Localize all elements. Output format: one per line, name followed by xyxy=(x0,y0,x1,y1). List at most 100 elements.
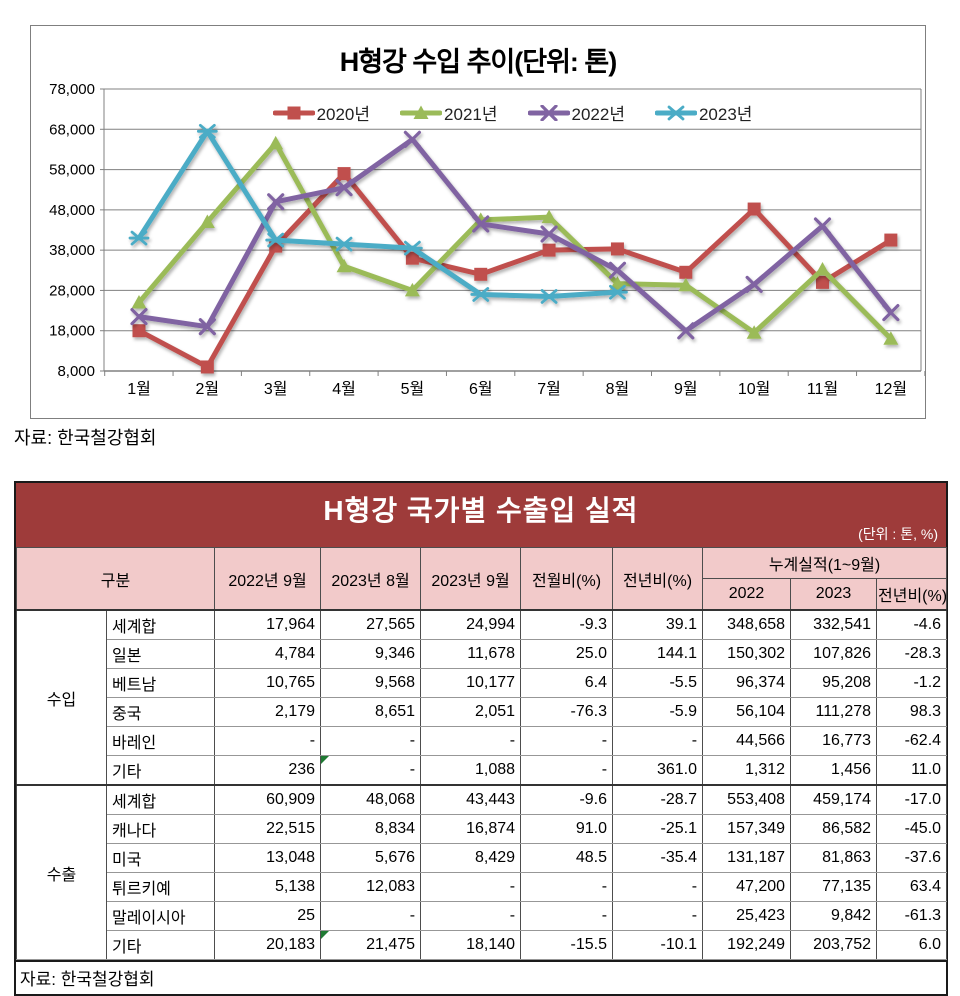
group-label-수입: 수입 xyxy=(16,609,107,786)
x-axis-label: 10월 xyxy=(738,380,771,398)
country-label: 바레인 xyxy=(105,726,216,756)
value-cell: 22,515 xyxy=(214,814,322,844)
value-cell: 203,752 xyxy=(790,930,878,960)
col-header: 전월비(%) xyxy=(520,547,614,611)
value-cell: 16,773 xyxy=(790,726,878,756)
square-marker xyxy=(816,275,829,289)
table-row: 베트남 10,765 9,568 10,177 6.4 -5.5 96,374 95,208-… xyxy=(17,668,948,698)
triangle-marker xyxy=(609,276,625,290)
asterisk-marker xyxy=(402,240,423,256)
value-cell: 18,140 xyxy=(420,930,522,960)
group-label-수출: 수출 xyxy=(16,784,107,960)
triangle-marker xyxy=(413,105,429,119)
x-marker xyxy=(335,179,353,197)
asterisk-marker xyxy=(128,230,150,246)
square-marker xyxy=(747,202,761,216)
country-label: 세계합 xyxy=(105,609,216,640)
series-2020년 xyxy=(132,167,898,374)
series-line xyxy=(136,171,894,370)
value-cell: 157,349 xyxy=(702,814,792,844)
table-row: 수입 세계합 17,964 27,565 24,994 -9.3 39.1 348,658 33… xyxy=(16,609,948,786)
legend-item-2020년: 2020년 xyxy=(272,100,370,125)
x-marker xyxy=(403,130,421,148)
legend-marker-x-icon xyxy=(527,104,570,121)
legend-marker-triangle-icon xyxy=(400,105,443,119)
value-cell: 6.4 xyxy=(520,668,614,698)
value-cell: 91.0 xyxy=(520,814,614,844)
square-marker xyxy=(884,233,898,247)
series-line xyxy=(136,128,620,299)
country-label: 말레이시아 xyxy=(105,901,216,931)
table-row: 기타 20,183 21,475 18,140 -15.5 -10.1 192,249 203… xyxy=(17,930,948,960)
table-row: 바레인 - - - - -44,566 16,773 -62.4 xyxy=(17,726,948,756)
table-row: 캐나다 22,515 8,834 16,874 91.0 -25.1 157,349 86,5… xyxy=(17,814,948,844)
value-cell: -25.1 xyxy=(612,814,704,844)
value-cell: 11.0 xyxy=(876,755,948,786)
value-cell: 107,826 xyxy=(790,639,878,669)
triangle-marker xyxy=(678,277,694,292)
table-row: 중국 2,179 8,651 2,051 -76.3 -5.9 56,104 111,278 9… xyxy=(17,697,948,727)
value-cell: 348,658 xyxy=(702,609,792,640)
value-cell: - xyxy=(520,726,614,756)
value-cell: 81,863 xyxy=(790,843,878,873)
x-axis-label: 6월 xyxy=(469,380,493,398)
table-row: 기타 236-1,088-361.0 1,312 1,456 11.0 xyxy=(17,755,948,786)
table-row: 미국 13,048 5,676 8,429 48.5 -35.4 131,187 81,863… xyxy=(17,843,948,873)
value-cell: - xyxy=(214,726,322,756)
value-cell: 25,423 xyxy=(702,901,792,931)
value-cell: 9,346 xyxy=(320,639,422,669)
value-cell: -45.0 xyxy=(876,814,948,844)
series-2023년 xyxy=(128,123,628,304)
value-cell: 4,784 xyxy=(214,639,322,669)
asterisk-marker xyxy=(538,289,560,304)
x-axis-label: 2월 xyxy=(196,380,220,398)
chart-title: H형강 수입 추이(단위: 톤) xyxy=(339,47,618,77)
country-label: 세계합 xyxy=(105,784,216,815)
value-cell: 1,088 xyxy=(420,755,522,786)
value-cell: 21,475 xyxy=(320,930,422,960)
value-cell: 13,048 xyxy=(214,843,322,873)
value-cell: 9,842 xyxy=(790,901,878,931)
x-marker xyxy=(813,217,832,235)
value-cell: -35.4 xyxy=(612,843,704,873)
series-2021년 xyxy=(131,135,899,345)
value-cell: 95,208 xyxy=(790,668,878,698)
legend-item-2022년: 2022년 xyxy=(527,100,625,125)
legend-label: 2021년 xyxy=(444,105,498,124)
value-cell: 236 xyxy=(214,755,322,786)
square-marker xyxy=(542,243,556,257)
value-cell: 1,312 xyxy=(702,755,792,786)
value-cell: 96,374 xyxy=(702,668,792,698)
legend-label: 2023년 xyxy=(698,105,753,124)
value-cell: 131,187 xyxy=(702,843,792,873)
value-cell: -4.6 xyxy=(876,609,948,640)
value-cell: 10,765 xyxy=(214,668,322,698)
x-axis-label: 12월 xyxy=(875,380,908,398)
col-header: 전년비(%) xyxy=(612,547,704,611)
value-cell: 8,429 xyxy=(420,843,522,873)
value-cell: - xyxy=(320,755,422,786)
triangle-marker xyxy=(746,325,762,339)
value-cell: 44,566 xyxy=(702,726,792,756)
col-header: 2023년 8월 xyxy=(320,547,422,611)
value-cell: -17.0 xyxy=(876,784,948,815)
value-cell: - xyxy=(320,726,422,756)
value-cell: 192,249 xyxy=(702,930,792,960)
y-axis-label: 28,000 xyxy=(49,282,95,299)
country-label: 일본 xyxy=(105,639,216,669)
value-cell: 27,565 xyxy=(320,609,422,640)
x-marker xyxy=(267,193,285,211)
value-cell: -37.6 xyxy=(876,843,948,873)
trade-data-table: 구분 2022년 9월 2023년 8월 2023년 9월 전월비(%) 전년비(%) 누계… xyxy=(15,547,948,960)
value-cell: - xyxy=(612,901,704,931)
value-cell: 11,678 xyxy=(420,639,522,669)
value-cell: 361.0 xyxy=(612,755,704,786)
y-axis-label: 48,000 xyxy=(49,202,95,219)
x-axis-label: 3월 xyxy=(264,380,288,398)
value-cell: 111,278 xyxy=(790,697,878,727)
table-source-note: 자료: 한국철강협회 xyxy=(16,960,946,994)
value-cell: -62.4 xyxy=(876,726,948,756)
value-cell: - xyxy=(420,872,522,902)
value-cell: 332,541 xyxy=(790,609,878,640)
x-marker xyxy=(608,261,627,279)
